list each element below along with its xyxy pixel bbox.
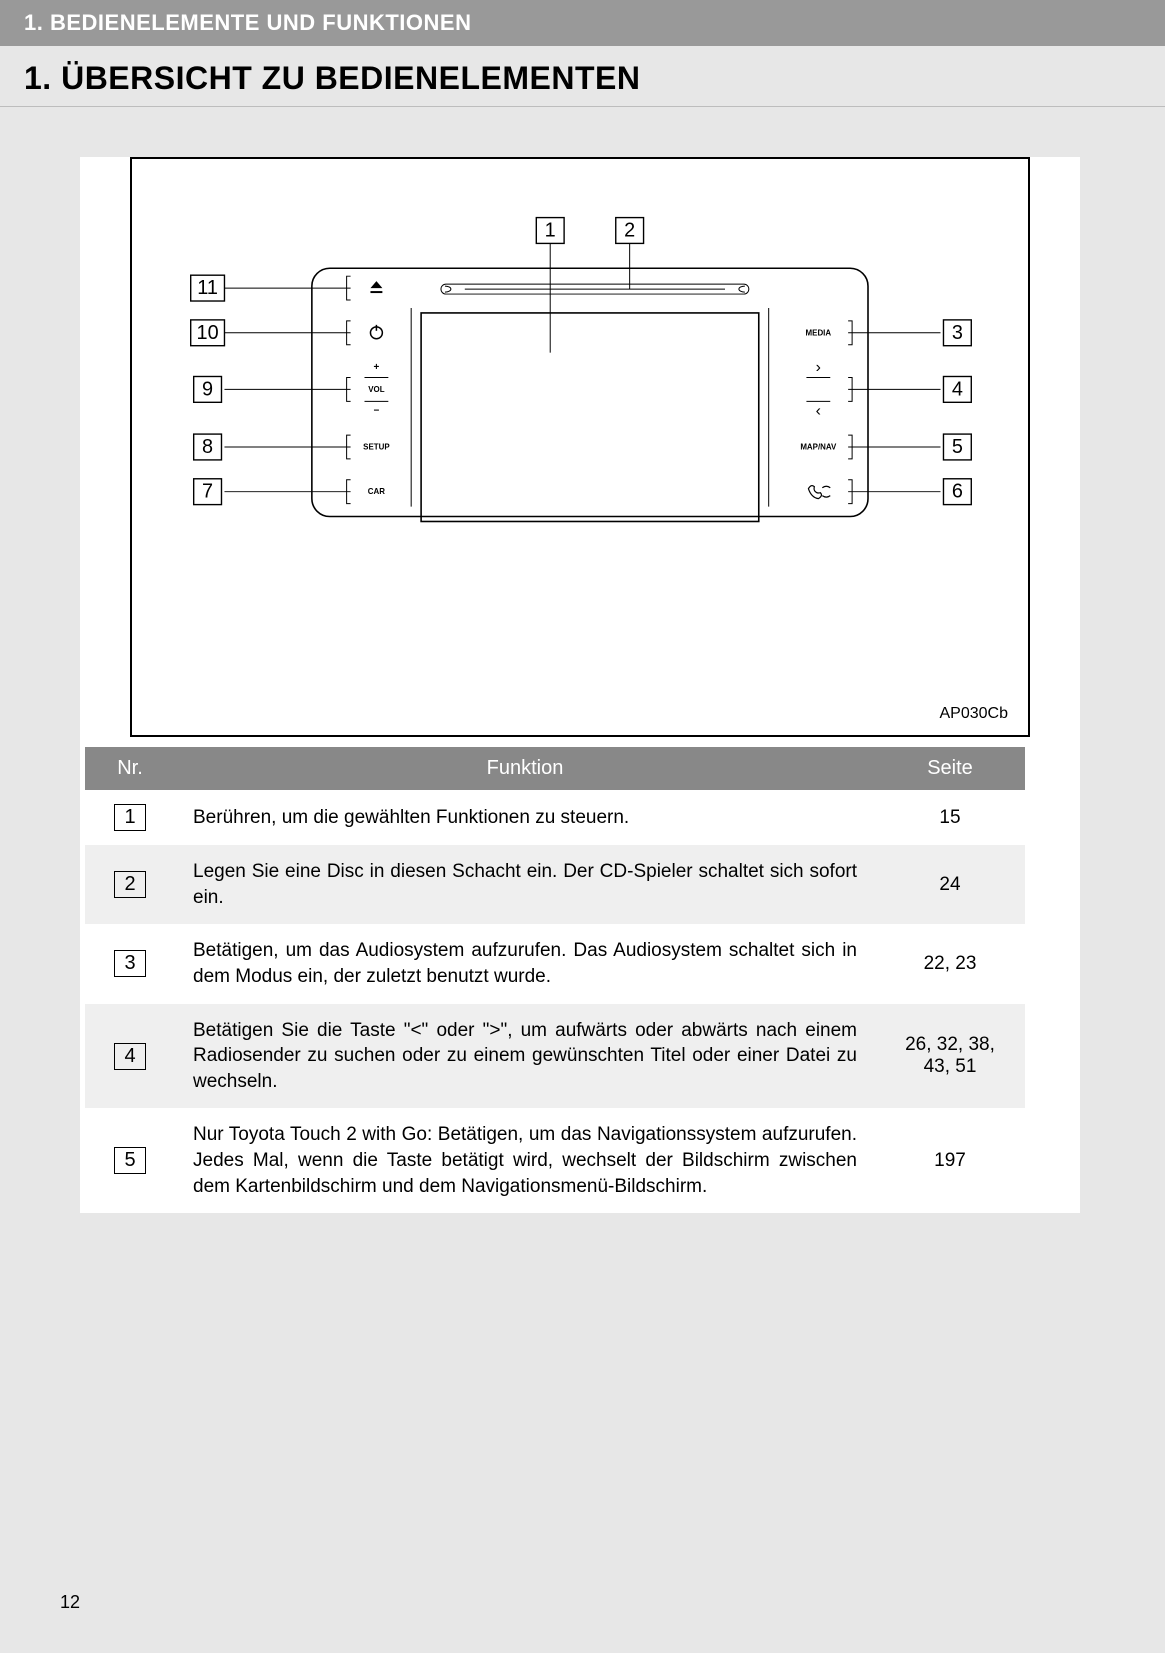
table-row: 1 Berühren, um die gewählten Funktionen z… [85, 790, 1025, 845]
svg-text:6: 6 [952, 481, 963, 503]
nr-cell: 3 [85, 924, 175, 1003]
func-cell: Berühren, um die gewählten Funktionen zu… [175, 790, 875, 845]
page-cell: 15 [875, 790, 1025, 845]
nr-cell: 4 [85, 1004, 175, 1109]
nr-cell: 5 [85, 1108, 175, 1213]
svg-text:CAR: CAR [368, 487, 385, 496]
page-title: 1. ÜBERSICHT ZU BEDIENELEMENTEN [24, 60, 1141, 97]
function-table: Nr. Funktion Seite 1 Berühren, um die gew… [85, 747, 1025, 1213]
func-cell: Betätigen, um das Audiosystem aufzurufen… [175, 924, 875, 1003]
nr-cell: 2 [85, 845, 175, 924]
svg-text:10: 10 [197, 322, 219, 344]
svg-text:SETUP: SETUP [363, 443, 390, 452]
func-cell: Legen Sie eine Disc in diesen Schacht ei… [175, 845, 875, 924]
nr-box: 2 [114, 871, 146, 898]
table-body: 1 Berühren, um die gewählten Funktionen z… [85, 790, 1025, 1213]
page-cell: 24 [875, 845, 1025, 924]
svg-text:VOL: VOL [368, 385, 384, 394]
page-number: 12 [60, 1592, 80, 1613]
title-underline [0, 106, 1165, 107]
svg-text:MEDIA: MEDIA [806, 328, 832, 337]
svg-text:8: 8 [202, 436, 213, 458]
page-cell: 26, 32, 38, 43, 51 [875, 1004, 1025, 1109]
table-row: 2 Legen Sie eine Disc in diesen Schacht e… [85, 845, 1025, 924]
func-cell: Betätigen Sie die Taste "<" oder ">", um… [175, 1004, 875, 1109]
nr-box: 4 [114, 1043, 146, 1070]
svg-text:MAP/NAV: MAP/NAV [800, 443, 837, 452]
title-wrap: 1. ÜBERSICHT ZU BEDIENELEMENTEN [0, 46, 1165, 107]
page-cell: 197 [875, 1108, 1025, 1213]
table-header-row: Nr. Funktion Seite [85, 747, 1025, 790]
svg-text:2: 2 [624, 220, 635, 242]
content-area: 1211109+VOL−8SETUP7CAR3MEDIA4›‹5MAP/NAV6… [80, 157, 1080, 1213]
svg-text:7: 7 [202, 481, 213, 503]
page-cell: 22, 23 [875, 924, 1025, 1003]
func-cell: Nur Toyota Touch 2 with Go: Betätigen, u… [175, 1108, 875, 1213]
nr-box: 3 [114, 950, 146, 977]
svg-text:5: 5 [952, 436, 963, 458]
svg-text:9: 9 [202, 378, 213, 400]
nr-box: 1 [114, 804, 146, 831]
table-row: 4 Betätigen Sie die Taste "<" oder ">", u… [85, 1004, 1025, 1109]
page-root: 1. BEDIENELEMENTE UND FUNKTIONEN 1. ÜBER… [0, 0, 1165, 1653]
svg-text:+: + [374, 362, 380, 373]
col-header-nr: Nr. [85, 747, 175, 790]
section-header: 1. BEDIENELEMENTE UND FUNKTIONEN [0, 0, 1165, 46]
svg-text:11: 11 [197, 277, 218, 299]
diagram-svg: 1211109+VOL−8SETUP7CAR3MEDIA4›‹5MAP/NAV6 [132, 159, 1028, 735]
table-row: 5 Nur Toyota Touch 2 with Go: Betätigen, … [85, 1108, 1025, 1213]
col-header-page: Seite [875, 747, 1025, 790]
svg-text:−: − [374, 406, 380, 417]
nr-box: 5 [114, 1147, 146, 1174]
svg-text:‹: ‹ [816, 403, 821, 420]
svg-text:3: 3 [952, 322, 963, 344]
diagram-reference: AP030Cb [940, 705, 1009, 723]
table-row: 3 Betätigen, um das Audiosystem aufzurufe… [85, 924, 1025, 1003]
svg-text:›: › [816, 359, 821, 376]
svg-text:1: 1 [545, 220, 556, 242]
nr-cell: 1 [85, 790, 175, 845]
col-header-func: Funktion [175, 747, 875, 790]
device-diagram: 1211109+VOL−8SETUP7CAR3MEDIA4›‹5MAP/NAV6… [130, 157, 1030, 737]
svg-text:4: 4 [952, 378, 963, 400]
